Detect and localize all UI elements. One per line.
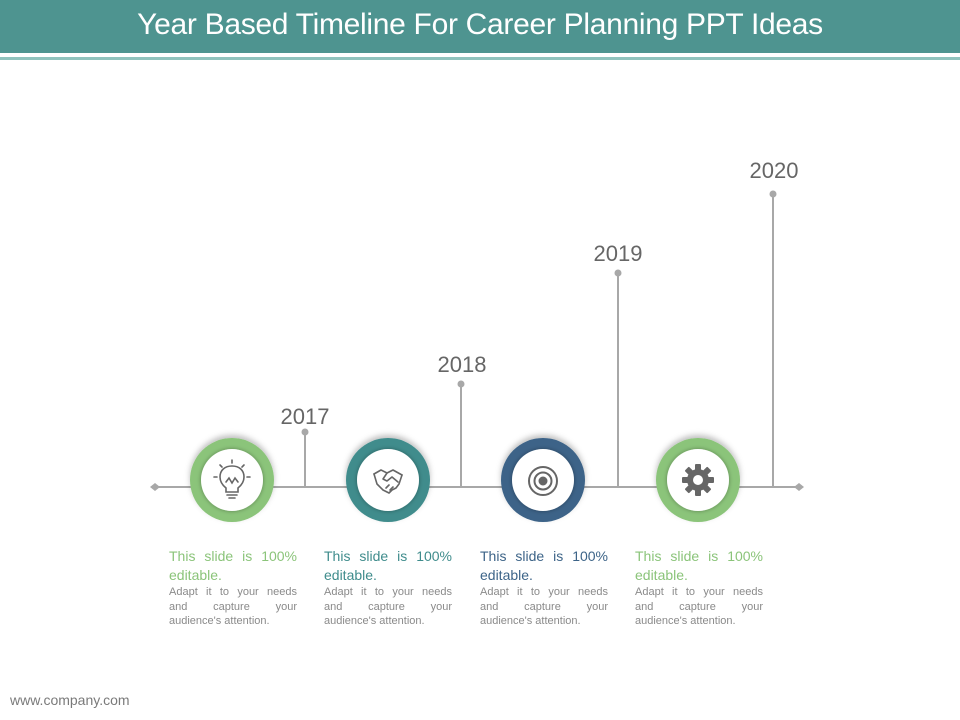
milestone-circle-2 — [346, 438, 430, 522]
slide-title: Year Based Timeline For Career Planning … — [137, 8, 823, 41]
target-icon — [528, 466, 558, 496]
description-body: Adapt it to your needs and capture your … — [324, 586, 452, 627]
year-stem-2019 — [614, 269, 622, 487]
header-divider — [0, 57, 960, 60]
axis-left-end-marker — [150, 483, 160, 491]
description-heading: This slide is 100% editable. — [169, 548, 297, 583]
lightbulb-icon — [213, 459, 251, 499]
year-label-2019: 2019 — [594, 241, 643, 266]
description-heading: This slide is 100% editable. — [324, 548, 452, 583]
milestone-circle-3 — [501, 438, 585, 522]
axis-right-end-marker — [794, 483, 804, 491]
year-label-2020: 2020 — [750, 158, 799, 183]
description-heading: This slide is 100% editable. — [635, 548, 763, 583]
milestone-circle-1 — [190, 438, 274, 522]
year-label-2018: 2018 — [438, 352, 487, 377]
milestone-description-4: This slide is 100% editable. Adapt it to… — [635, 547, 763, 629]
description-body: Adapt it to your needs and capture your … — [635, 586, 763, 627]
description-body: Adapt it to your needs and capture your … — [480, 586, 608, 627]
year-stem-2020 — [769, 190, 777, 487]
handshake-icon — [373, 469, 403, 494]
year-stem-2017 — [301, 428, 309, 487]
milestone-description-1: This slide is 100% editable. Adapt it to… — [169, 547, 297, 629]
milestone-description-3: This slide is 100% editable. Adapt it to… — [480, 547, 608, 629]
year-label-2017: 2017 — [281, 404, 330, 429]
milestone-circle-4 — [656, 438, 740, 522]
year-stem-2018 — [457, 380, 465, 487]
description-body: Adapt it to your needs and capture your … — [169, 586, 297, 627]
milestone-description-2: This slide is 100% editable. Adapt it to… — [324, 547, 452, 629]
gear-icon — [682, 464, 714, 496]
description-heading: This slide is 100% editable. — [480, 548, 608, 583]
header-bar — [0, 0, 960, 53]
footer-url: www.company.com — [10, 692, 130, 708]
